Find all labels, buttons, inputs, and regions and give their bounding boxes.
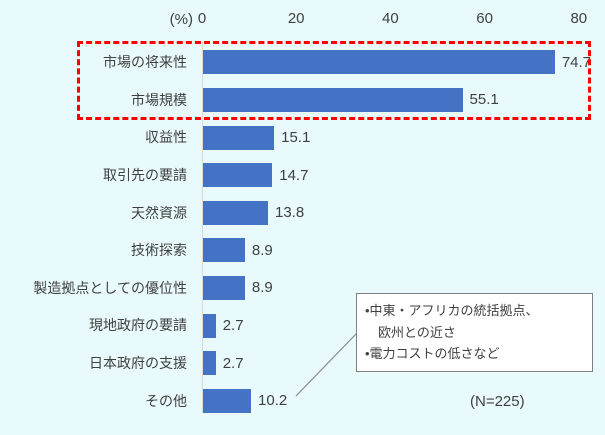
value-label: 74.7 bbox=[561, 53, 592, 71]
category-label: 収益性 bbox=[145, 129, 187, 146]
category-label: その他 bbox=[145, 392, 187, 409]
annotation-line: 欧州との近さ bbox=[365, 324, 456, 340]
sample-size-label: (N=225) bbox=[470, 393, 525, 410]
bar bbox=[203, 388, 252, 413]
highlight-dashed-box bbox=[77, 41, 591, 120]
x-tick-label: 60 bbox=[476, 10, 493, 27]
bar bbox=[203, 125, 275, 150]
bar bbox=[203, 163, 273, 188]
value-label: 8.9 bbox=[251, 241, 273, 259]
bar bbox=[203, 200, 268, 225]
value-label: 55.1 bbox=[469, 91, 499, 109]
category-label: 日本政府の支援 bbox=[89, 355, 187, 372]
value-label: 15.1 bbox=[281, 128, 311, 146]
value-label: 2.7 bbox=[222, 354, 244, 372]
category-label: 市場の将来性 bbox=[103, 54, 187, 71]
axis-unit-label: (%) bbox=[169, 11, 193, 28]
bar bbox=[203, 275, 245, 300]
value-label: 8.9 bbox=[251, 279, 273, 297]
value-label: 10.2 bbox=[258, 392, 288, 410]
category-label: 市場規模 bbox=[131, 91, 187, 108]
x-tick-label: 80 bbox=[570, 10, 588, 27]
bar bbox=[203, 313, 216, 338]
annotation-line: •電力コストの低さなど bbox=[365, 346, 500, 361]
bar bbox=[203, 50, 555, 75]
bar bbox=[203, 87, 463, 112]
x-tick-label: 20 bbox=[287, 10, 305, 27]
value-label: 14.7 bbox=[279, 166, 309, 184]
bar bbox=[203, 351, 216, 376]
category-label: 現地政府の要請 bbox=[89, 317, 187, 334]
bar bbox=[203, 238, 245, 263]
annotation-line: •中東・アフリカの統括拠点、 bbox=[365, 303, 539, 318]
value-label: 2.7 bbox=[222, 316, 244, 334]
category-label: 取引先の要請 bbox=[103, 167, 187, 184]
x-tick-label: 0 bbox=[197, 10, 207, 27]
value-label: 13.8 bbox=[274, 204, 305, 222]
x-tick-label: 40 bbox=[382, 10, 399, 27]
category-label: 製造拠点としての優位性 bbox=[33, 279, 187, 296]
category-axis-line bbox=[202, 42, 203, 413]
category-label: 天然資源 bbox=[131, 204, 187, 221]
category-label: 技術探索 bbox=[131, 242, 187, 259]
annotation-box: •中東・アフリカの統括拠点、 欧州との近さ •電力コストの低さなど bbox=[356, 293, 593, 372]
